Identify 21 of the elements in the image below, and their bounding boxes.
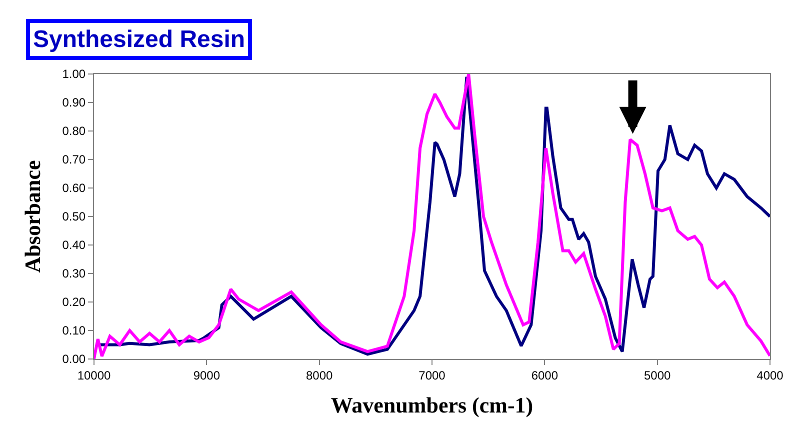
x-tick-label: 7000 (418, 368, 446, 382)
y-tick-label: 0.70 (62, 152, 86, 167)
x-tick-label: 5000 (644, 368, 671, 382)
x-tick-label: 8000 (306, 368, 333, 382)
y-tick-label: 0.30 (62, 266, 86, 281)
chart-title: Synthesized Resin (33, 26, 246, 53)
y-tick-label: 0.10 (62, 324, 86, 338)
y-tick-label: 0.20 (62, 295, 86, 310)
y-tick-label: 0.50 (62, 210, 86, 224)
y-axis-title: Absorbance (20, 160, 46, 273)
y-tick-label: 0.00 (62, 352, 86, 366)
x-tick-label: 4000 (756, 368, 784, 382)
y-tick-label: 1.00 (62, 67, 86, 82)
y-tick-label: 0.80 (62, 124, 86, 138)
x-axis-title: Wavenumbers (cm-1) (330, 392, 534, 418)
x-tick-label: 10000 (77, 368, 112, 382)
y-tick-label: 0.90 (62, 96, 86, 110)
x-tick-label: 6000 (531, 368, 558, 382)
y-tick-label: 0.60 (62, 181, 86, 196)
y-tick-label: 0.40 (62, 238, 86, 252)
x-tick-label: 9000 (193, 368, 220, 382)
